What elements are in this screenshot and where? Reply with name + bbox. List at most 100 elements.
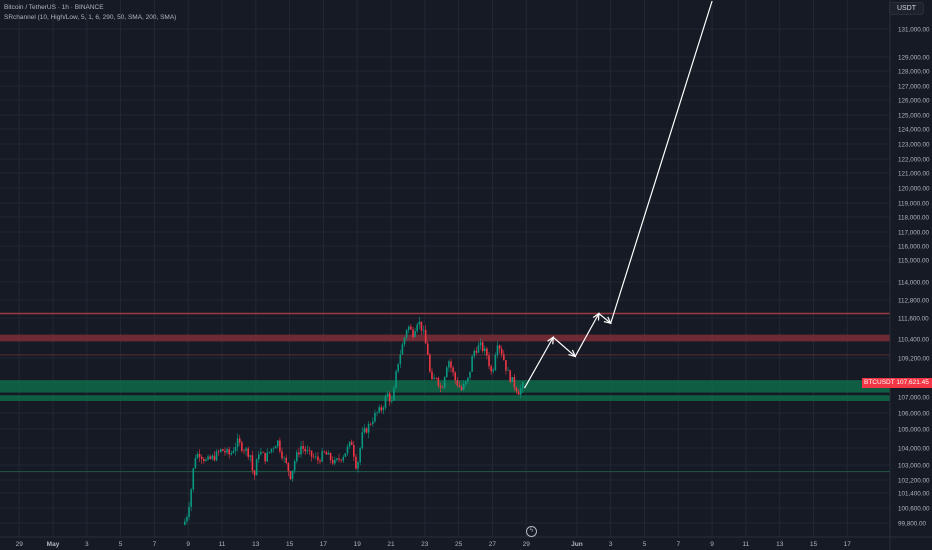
- candle-body: [272, 448, 275, 449]
- time-tick-label: 11: [219, 541, 226, 548]
- candle-body: [209, 456, 211, 459]
- price-tick-label: 99,800.00: [898, 521, 927, 528]
- time-axis[interactable]: 29 May 3 5 7 9 11 13 15 17 19 21 23 25 27 29 Jun 3 5 7 9 11 13…: [0, 536, 932, 548]
- candle-body: [346, 446, 349, 454]
- candle-body: [338, 458, 340, 460]
- candle-body: [219, 449, 222, 452]
- candle-body: [306, 450, 309, 452]
- candle-body: [207, 456, 209, 460]
- candle-body: [350, 441, 353, 445]
- candle-body: [378, 407, 380, 413]
- candle-body: [492, 370, 495, 372]
- time-tick-label: 29: [523, 541, 531, 548]
- lightning-icon[interactable]: ϟ: [526, 526, 537, 537]
- candle-body: [260, 452, 262, 455]
- candle-body: [327, 453, 330, 455]
- price-tick-label: 101,400.00: [898, 491, 930, 498]
- candle-body: [186, 516, 188, 522]
- candle-body: [386, 393, 389, 397]
- candle-body: [391, 400, 393, 402]
- projection-arrowhead: [547, 336, 554, 345]
- candle-body: [285, 457, 288, 463]
- time-tick-label: Jun: [571, 541, 583, 548]
- candle-body: [456, 380, 459, 386]
- price-tick-label: 127,000.00: [898, 84, 930, 91]
- price-tick-label: 126,000.00: [898, 98, 930, 105]
- candle-body: [462, 384, 465, 390]
- candle-body: [469, 371, 471, 378]
- candle-body: [403, 337, 406, 345]
- candle-body: [302, 446, 304, 449]
- candle-body: [376, 412, 378, 413]
- candle-body: [384, 396, 387, 408]
- candle-body: [500, 348, 503, 355]
- candle-body: [348, 441, 351, 447]
- candle-body: [323, 451, 326, 453]
- candle-body: [522, 382, 524, 389]
- time-tick-label: 13: [252, 541, 260, 548]
- symbol-title[interactable]: Bitcoin / TetherUS · 1h · BINANCE: [4, 4, 104, 11]
- candle-body: [374, 412, 376, 422]
- candle-body: [224, 450, 226, 453]
- candle-body: [238, 438, 241, 443]
- time-tick-label: 7: [153, 541, 157, 548]
- candle-body: [344, 453, 347, 457]
- projection-arrowhead: [603, 316, 612, 325]
- price-tick-label: 115,000.00: [898, 258, 930, 265]
- candle-body: [217, 451, 220, 453]
- price-tick-label: 119,000.00: [898, 201, 930, 208]
- candle-body: [505, 360, 507, 371]
- candle-body: [460, 386, 463, 390]
- price-tick-label: 107,000.00: [898, 395, 930, 402]
- price-tick-label: 104,000.00: [898, 446, 930, 453]
- candle-body: [353, 444, 355, 457]
- candle-body: [194, 458, 197, 469]
- candle-body: [355, 456, 357, 469]
- price-axis[interactable]: 131,000.00 129,000.00 128,000.00 127,000.00…: [889, 0, 930, 550]
- candle-body: [226, 449, 228, 453]
- candle-body: [274, 446, 277, 449]
- candle-body: [405, 330, 408, 338]
- candle-body: [247, 448, 249, 457]
- candle-body: [483, 348, 486, 352]
- candle-body: [241, 442, 243, 451]
- time-tick-label: 19: [354, 541, 362, 548]
- candle-body: [203, 458, 205, 462]
- time-tick-label: 11: [743, 541, 750, 548]
- candle-body: [304, 448, 307, 452]
- candle-body: [198, 454, 201, 457]
- chart-legend: Bitcoin / TetherUS · 1h · BINANCE SRchan…: [4, 3, 176, 23]
- indicator-label[interactable]: SRchannel (10, High/Low, 5, 1, 6, 290, 5…: [4, 14, 177, 21]
- candle-body: [441, 387, 444, 388]
- candle-body: [382, 407, 385, 411]
- candlestick-series: [184, 316, 524, 526]
- candle-body: [264, 452, 266, 462]
- candle-body: [245, 448, 247, 451]
- candle-body: [422, 330, 425, 331]
- time-tick-label: 3: [85, 541, 89, 548]
- price-tick-label: 105,000.00: [898, 427, 930, 434]
- candle-body: [310, 450, 313, 457]
- currency-badge[interactable]: USDT: [888, 2, 924, 15]
- candle-body: [205, 459, 207, 462]
- candle-body: [249, 455, 252, 457]
- price-tick-label: 103,000.00: [898, 463, 930, 470]
- time-tick-label: 13: [776, 541, 784, 548]
- price-tick-label: 100,600.00: [898, 506, 930, 513]
- candle-body: [420, 321, 423, 331]
- candle-body: [293, 461, 296, 471]
- candle-body: [509, 370, 511, 382]
- candle-body: [429, 354, 431, 372]
- candle-body: [188, 506, 190, 517]
- candle-body: [416, 324, 418, 332]
- candle-body: [342, 456, 345, 461]
- candle-body: [519, 388, 522, 395]
- candle-body: [414, 331, 416, 337]
- candle-body: [340, 459, 342, 461]
- candle-body: [184, 521, 186, 525]
- candle-body: [357, 462, 359, 469]
- candle-body: [424, 330, 427, 344]
- price-tick-label: 117,000.00: [898, 230, 930, 237]
- projection-line: [523, 0, 713, 389]
